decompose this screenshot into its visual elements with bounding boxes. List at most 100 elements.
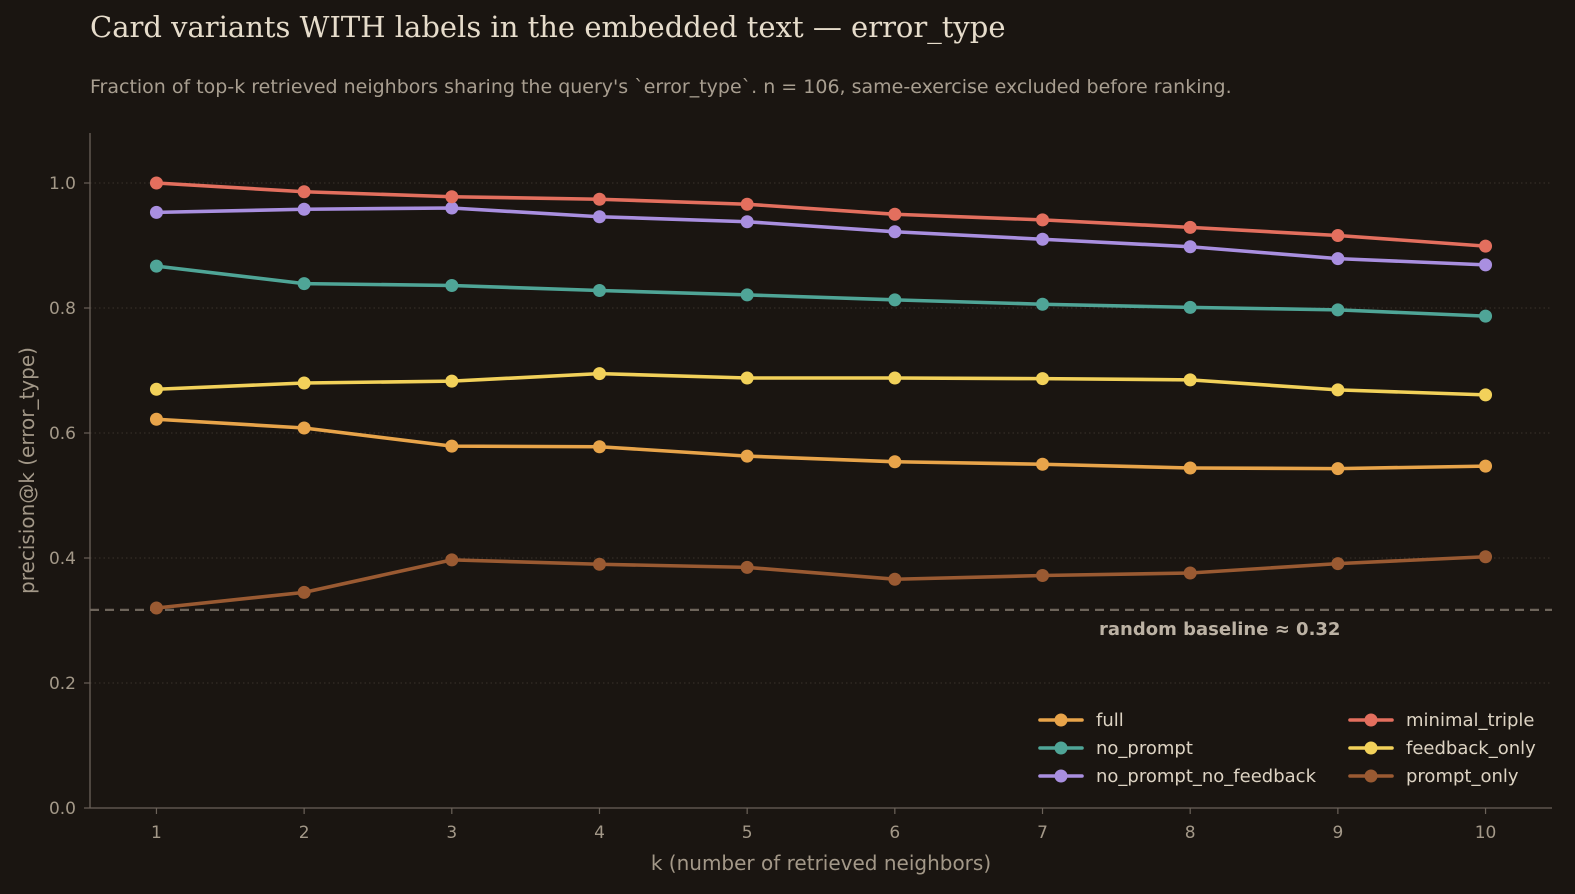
legend-marker-prompt_only [1364, 769, 1378, 783]
data-point-no_prompt_no_feedback-10 [1479, 258, 1493, 272]
data-point-full-1 [149, 412, 163, 426]
legend-marker-minimal_triple [1364, 713, 1378, 727]
data-point-no_prompt-5 [740, 288, 754, 302]
chart-title: Card variants WITH labels in the embedde… [90, 10, 1006, 44]
data-point-prompt_only-9 [1331, 557, 1345, 571]
x-tick-label: 5 [742, 823, 753, 843]
legend-marker-no_prompt_no_feedback [1054, 769, 1068, 783]
x-tick-label: 10 [1475, 823, 1497, 843]
legend-marker-no_prompt [1054, 741, 1068, 755]
y-tick-label: 0.0 [49, 799, 76, 819]
legend-marker-full [1054, 713, 1068, 727]
data-point-feedback_only-1 [149, 382, 163, 396]
data-point-minimal_triple-10 [1479, 239, 1493, 253]
data-point-prompt_only-4 [592, 557, 606, 571]
data-point-minimal_triple-2 [297, 185, 311, 199]
x-tick-label: 2 [299, 823, 310, 843]
data-point-minimal_triple-4 [592, 192, 606, 206]
data-point-no_prompt_no_feedback-5 [740, 215, 754, 229]
data-point-no_prompt_no_feedback-7 [1036, 232, 1050, 246]
y-tick-label: 0.2 [49, 674, 76, 694]
legend-label-full: full [1096, 710, 1124, 731]
y-tick-label: 0.6 [49, 424, 76, 444]
data-point-prompt_only-6 [888, 572, 902, 586]
data-point-feedback_only-10 [1479, 388, 1493, 402]
series-line-no_prompt [154, 264, 1488, 318]
data-point-feedback_only-8 [1183, 373, 1197, 387]
x-axis-label: k (number of retrieved neighbors) [651, 851, 991, 875]
data-point-minimal_triple-6 [888, 207, 902, 221]
legend-label-minimal_triple: minimal_triple [1406, 710, 1534, 731]
data-point-feedback_only-4 [592, 367, 606, 381]
data-point-no_prompt_no_feedback-6 [888, 225, 902, 239]
data-point-minimal_triple-8 [1183, 220, 1197, 234]
x-tick-label: 9 [1332, 823, 1343, 843]
legend-marker-feedback_only [1364, 741, 1378, 755]
y-tick-label: 1.0 [49, 174, 76, 194]
x-tick-label: 1 [151, 823, 162, 843]
legend-label-no_prompt: no_prompt [1096, 738, 1193, 759]
data-point-prompt_only-5 [740, 560, 754, 574]
data-point-feedback_only-3 [445, 374, 459, 388]
x-tick-label: 6 [889, 823, 900, 843]
series-line-minimal_triple [154, 181, 1488, 248]
data-point-minimal_triple-5 [740, 197, 754, 211]
legend-label-prompt_only: prompt_only [1406, 766, 1519, 787]
data-point-feedback_only-7 [1036, 372, 1050, 386]
data-point-full-4 [592, 440, 606, 454]
data-point-prompt_only-2 [297, 585, 311, 599]
series-line-full [154, 417, 1488, 471]
data-point-minimal_triple-7 [1036, 213, 1050, 227]
data-point-full-9 [1331, 462, 1345, 476]
data-point-prompt_only-8 [1183, 566, 1197, 580]
data-point-feedback_only-5 [740, 371, 754, 385]
data-point-no_prompt-9 [1331, 303, 1345, 317]
chart-subtitle: Fraction of top-k retrieved neighbors sh… [90, 76, 1232, 98]
data-point-no_prompt-1 [149, 259, 163, 273]
data-point-full-7 [1036, 457, 1050, 471]
data-point-minimal_triple-3 [445, 190, 459, 204]
data-point-minimal_triple-1 [149, 176, 163, 190]
x-tick-label: 8 [1185, 823, 1196, 843]
data-point-no_prompt_no_feedback-4 [592, 210, 606, 224]
data-point-feedback_only-2 [297, 376, 311, 390]
data-point-no_prompt-2 [297, 277, 311, 291]
series-line-no_prompt_no_feedback [154, 206, 1488, 267]
data-point-no_prompt-10 [1479, 309, 1493, 323]
x-tick-label: 7 [1037, 823, 1048, 843]
series-line-feedback_only [154, 371, 1488, 397]
data-point-no_prompt_no_feedback-9 [1331, 252, 1345, 266]
data-point-no_prompt_no_feedback-8 [1183, 240, 1197, 254]
data-point-feedback_only-6 [888, 371, 902, 385]
data-point-no_prompt_no_feedback-2 [297, 202, 311, 216]
data-point-no_prompt_no_feedback-1 [149, 205, 163, 219]
data-point-full-6 [888, 455, 902, 469]
data-point-no_prompt-3 [445, 279, 459, 292]
data-point-prompt_only-3 [445, 553, 459, 567]
data-point-prompt_only-10 [1479, 550, 1493, 564]
data-point-no_prompt_no_feedback-3 [445, 201, 459, 215]
data-point-no_prompt-6 [888, 293, 902, 307]
data-point-full-5 [740, 449, 754, 463]
x-tick-label: 3 [446, 823, 457, 843]
data-point-prompt_only-1 [149, 601, 163, 615]
data-point-full-2 [297, 421, 311, 435]
data-point-prompt_only-7 [1036, 569, 1050, 582]
data-point-full-10 [1479, 459, 1493, 473]
y-axis-label: precision@k (error_type) [15, 347, 39, 594]
data-point-no_prompt-8 [1183, 300, 1197, 314]
random-baseline-label: random baseline ≈ 0.32 [1099, 619, 1340, 640]
x-tick-label: 4 [594, 823, 605, 843]
legend-label-feedback_only: feedback_only [1406, 738, 1536, 759]
series-line-prompt_only [154, 554, 1488, 610]
legend-label-no_prompt_no_feedback: no_prompt_no_feedback [1096, 766, 1317, 787]
data-point-minimal_triple-9 [1331, 229, 1345, 242]
data-point-full-3 [445, 439, 459, 453]
data-point-full-8 [1183, 461, 1197, 475]
y-tick-label: 0.8 [49, 299, 76, 319]
data-point-feedback_only-9 [1331, 383, 1345, 397]
y-tick-label: 0.4 [49, 549, 76, 569]
data-point-no_prompt-7 [1036, 297, 1050, 311]
